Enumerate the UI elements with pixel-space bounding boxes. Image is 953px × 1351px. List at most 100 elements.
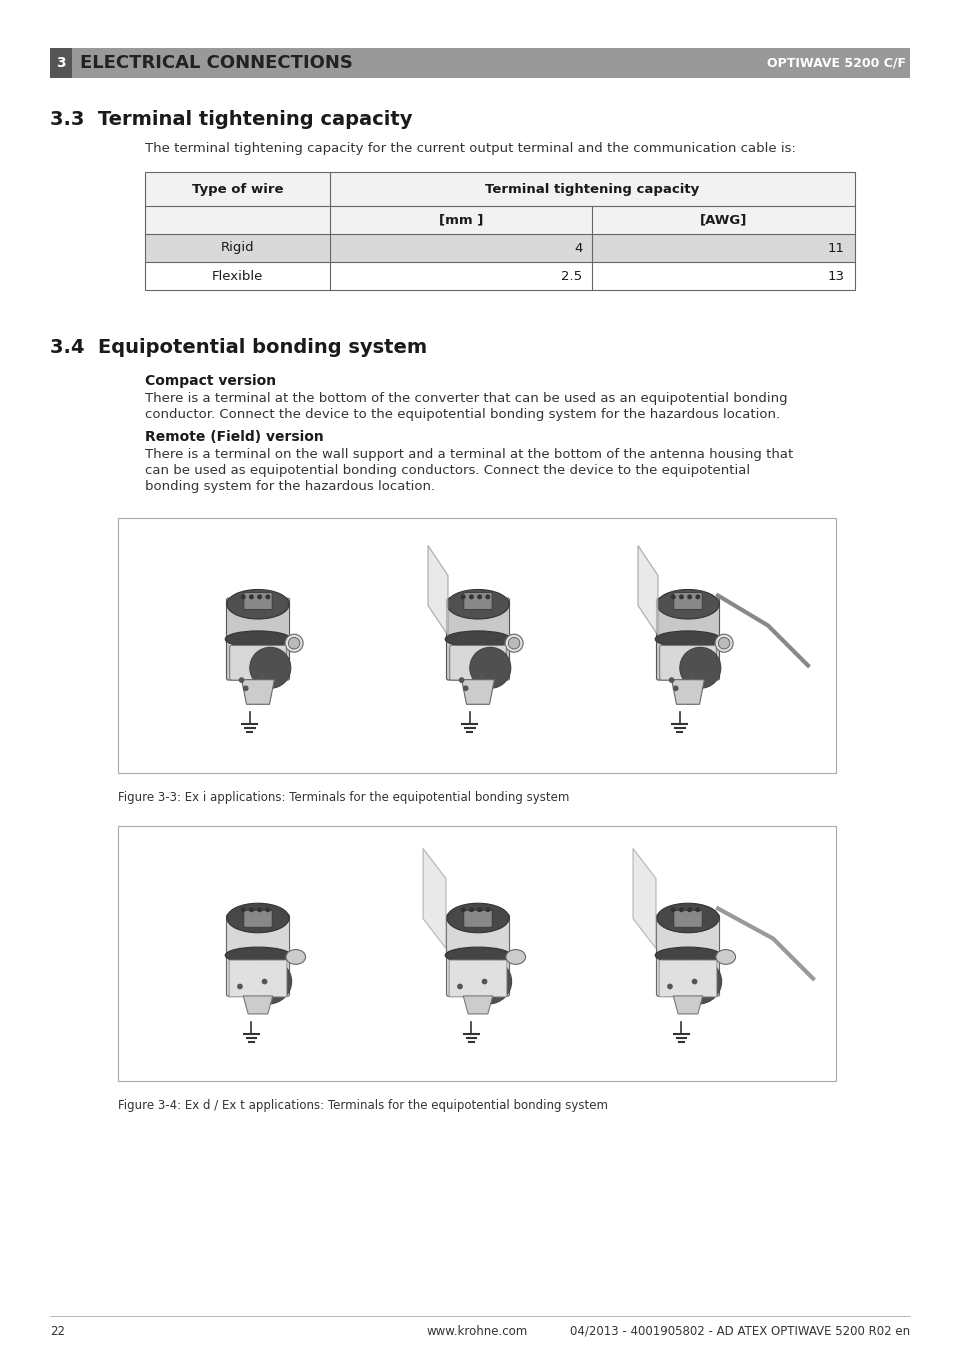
FancyBboxPatch shape (656, 915, 719, 996)
Circle shape (469, 594, 474, 600)
FancyBboxPatch shape (656, 598, 719, 680)
Text: 22: 22 (50, 1325, 65, 1337)
Circle shape (240, 908, 246, 912)
Circle shape (688, 673, 694, 678)
Circle shape (485, 908, 490, 912)
Text: 3: 3 (56, 55, 66, 70)
Circle shape (679, 594, 683, 600)
Circle shape (668, 677, 674, 684)
Circle shape (237, 984, 243, 989)
Ellipse shape (250, 647, 291, 688)
Polygon shape (241, 680, 274, 704)
Circle shape (476, 594, 481, 600)
Ellipse shape (505, 950, 525, 965)
FancyBboxPatch shape (230, 646, 286, 680)
Ellipse shape (463, 959, 511, 1004)
Ellipse shape (286, 950, 305, 965)
Bar (50, 49, 909, 78)
FancyBboxPatch shape (659, 646, 716, 680)
Text: OPTIWAVE 5200 C/F: OPTIWAVE 5200 C/F (766, 57, 905, 69)
Text: 13: 13 (827, 269, 844, 282)
Circle shape (460, 908, 465, 912)
Circle shape (485, 594, 490, 600)
Text: Flexible: Flexible (212, 269, 263, 282)
Circle shape (469, 908, 474, 912)
Polygon shape (673, 996, 702, 1015)
FancyBboxPatch shape (446, 915, 509, 996)
Ellipse shape (657, 904, 719, 932)
Circle shape (460, 594, 465, 600)
Text: 11: 11 (827, 242, 844, 254)
Ellipse shape (288, 638, 299, 648)
FancyBboxPatch shape (226, 915, 289, 996)
Ellipse shape (715, 950, 735, 965)
Circle shape (670, 594, 675, 600)
Text: There is a terminal on the wall support and a terminal at the bottom of the ante: There is a terminal on the wall support … (145, 449, 792, 461)
Circle shape (249, 908, 253, 912)
Text: Rigid: Rigid (220, 242, 254, 254)
Text: [mm ]: [mm ] (438, 213, 483, 227)
FancyBboxPatch shape (659, 961, 716, 997)
Ellipse shape (655, 947, 720, 963)
Ellipse shape (445, 631, 510, 647)
Bar (145, 205, 854, 234)
Ellipse shape (446, 904, 509, 932)
Text: [AWG]: [AWG] (700, 213, 746, 227)
Polygon shape (461, 680, 494, 704)
Circle shape (666, 984, 672, 989)
Circle shape (240, 594, 246, 600)
Text: There is a terminal at the bottom of the converter that can be used as an equipo: There is a terminal at the bottom of the… (145, 392, 787, 405)
Circle shape (670, 908, 675, 912)
Text: 4: 4 (574, 242, 582, 254)
Circle shape (265, 908, 270, 912)
Text: conductor. Connect the device to the equipotential bonding system for the hazard: conductor. Connect the device to the equ… (145, 408, 780, 422)
Circle shape (249, 594, 253, 600)
Text: Remote (Field) version: Remote (Field) version (145, 430, 323, 444)
Ellipse shape (285, 634, 303, 653)
Circle shape (695, 594, 700, 600)
Text: Terminal tightening capacity: Terminal tightening capacity (485, 182, 699, 196)
Text: ELECTRICAL CONNECTIONS: ELECTRICAL CONNECTIONS (80, 54, 353, 72)
Circle shape (243, 685, 249, 692)
FancyBboxPatch shape (673, 911, 701, 927)
Circle shape (257, 594, 262, 600)
Ellipse shape (655, 631, 720, 647)
Circle shape (679, 908, 683, 912)
Circle shape (695, 908, 700, 912)
Ellipse shape (227, 589, 289, 619)
Ellipse shape (715, 634, 732, 653)
Text: bonding system for the hazardous location.: bonding system for the hazardous locatio… (145, 480, 435, 493)
Bar (118, 825, 835, 1081)
FancyBboxPatch shape (449, 646, 506, 680)
Bar (118, 517, 835, 773)
FancyBboxPatch shape (244, 911, 272, 927)
Ellipse shape (504, 634, 522, 653)
Circle shape (672, 685, 678, 692)
Text: The terminal tightening capacity for the current output terminal and the communi: The terminal tightening capacity for the… (145, 142, 795, 155)
Ellipse shape (469, 647, 510, 688)
Bar (50, 49, 71, 78)
FancyBboxPatch shape (244, 593, 272, 609)
FancyBboxPatch shape (446, 598, 509, 680)
Text: 04/2013 - 4001905802 - AD ATEX OPTIWAVE 5200 R02 en: 04/2013 - 4001905802 - AD ATEX OPTIWAVE … (569, 1325, 909, 1337)
Circle shape (691, 978, 697, 985)
Bar (145, 172, 854, 290)
Circle shape (481, 978, 487, 985)
FancyBboxPatch shape (463, 911, 492, 927)
Circle shape (476, 908, 481, 912)
FancyBboxPatch shape (463, 593, 492, 609)
Circle shape (265, 594, 270, 600)
Circle shape (478, 673, 484, 678)
Polygon shape (463, 996, 493, 1015)
Polygon shape (422, 848, 446, 948)
Text: 2.5: 2.5 (560, 269, 582, 282)
Ellipse shape (508, 638, 519, 648)
Text: Figure 3-3: Ex i applications: Terminals for the equipotential bonding system: Figure 3-3: Ex i applications: Terminals… (118, 790, 569, 804)
Text: www.krohne.com: www.krohne.com (426, 1325, 527, 1337)
Ellipse shape (446, 589, 509, 619)
Ellipse shape (225, 631, 291, 647)
Text: 3.3  Terminal tightening capacity: 3.3 Terminal tightening capacity (50, 109, 412, 128)
Circle shape (686, 908, 691, 912)
Ellipse shape (718, 638, 729, 648)
Polygon shape (633, 848, 656, 948)
